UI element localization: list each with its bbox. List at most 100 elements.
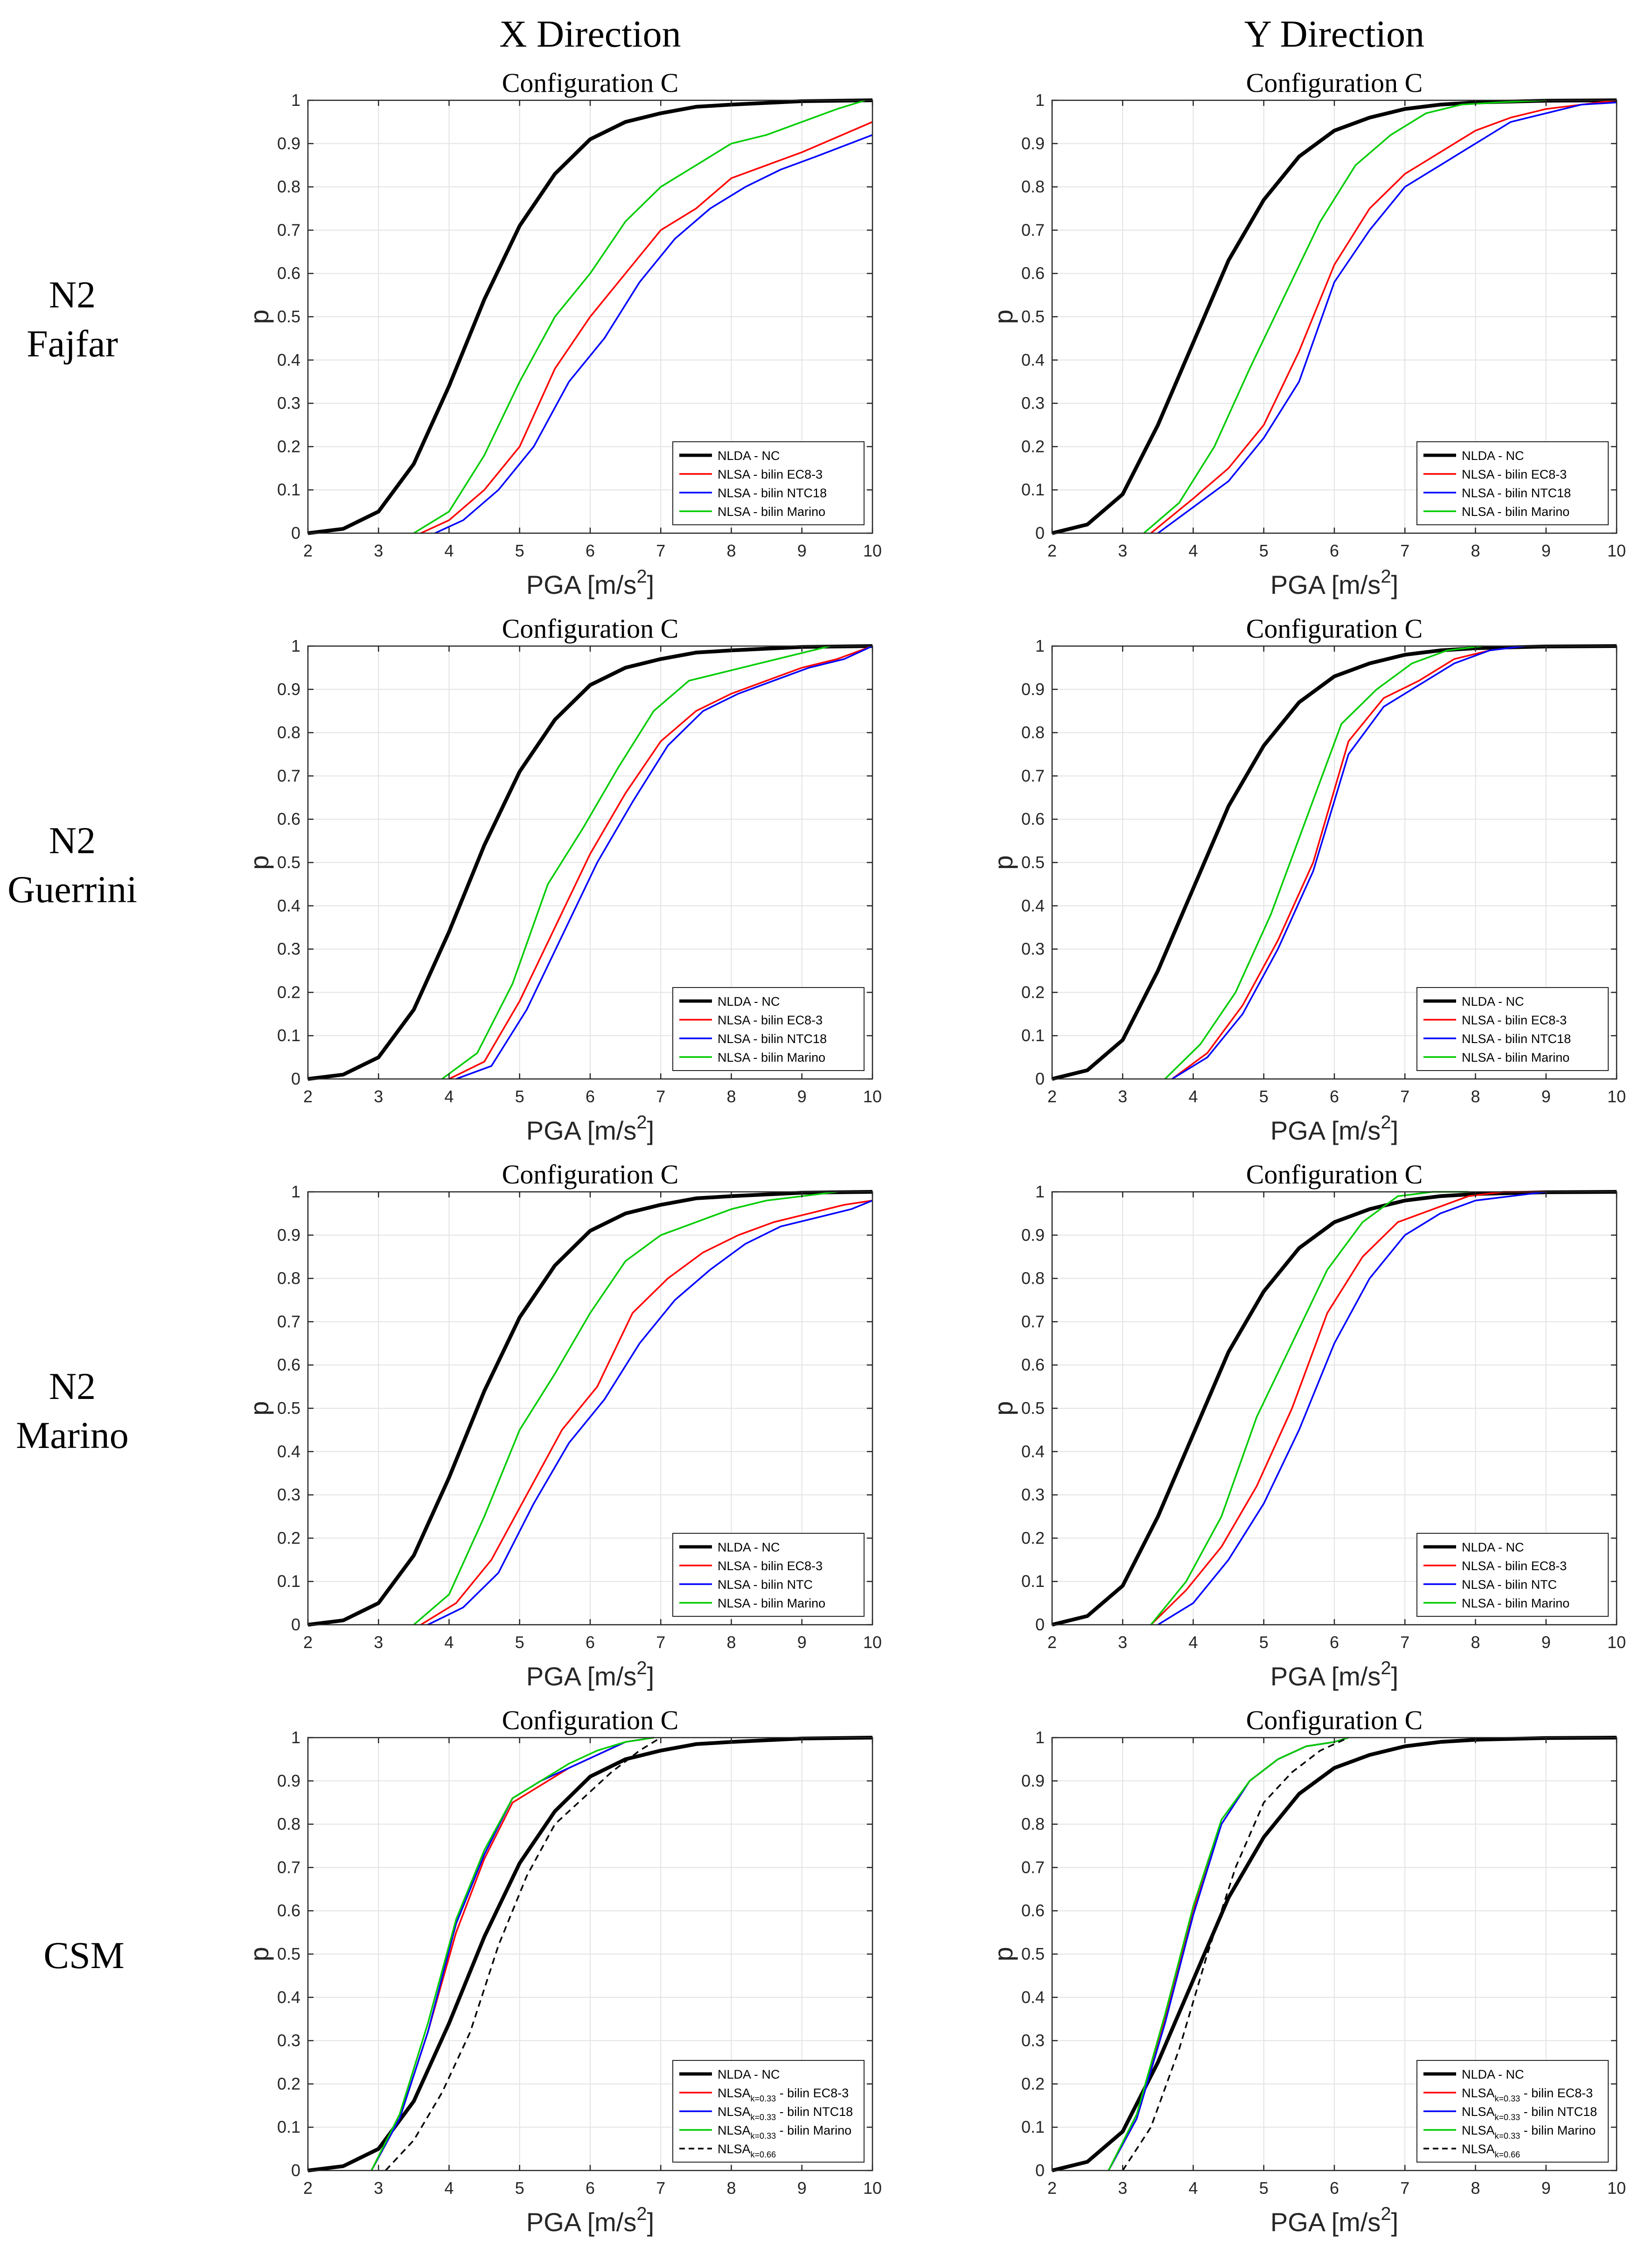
chart-panel-r4c2: Configuration C 2 3 4 5 6 7 8 9 10 0 0.1 0.2 0.3 0.4 0.… <box>989 1705 1626 2237</box>
x-tick-label: 7 <box>1400 2178 1409 2198</box>
legend-label: NLDA - NC <box>1462 1540 1524 1554</box>
legend-label: NLSAk=0.33 - bilin NTC18 <box>1462 2105 1597 2122</box>
y-tick-label: 0 <box>1035 1615 1045 1634</box>
x-tick-label: 5 <box>515 1633 524 1652</box>
legend: NLDA - NC NLSAk=0.33 - bilin EC8-3 NLSAk=0… <box>672 2060 865 2163</box>
x-tick-label: 5 <box>1259 541 1269 560</box>
x-tick-label: 10 <box>863 1087 882 1106</box>
y-tick-label: 0.3 <box>277 1485 300 1504</box>
x-tick-label: 3 <box>374 1633 383 1652</box>
chart-panel-r4c1: Configuration C 2 3 4 5 6 7 8 9 10 0 0.1 0.2 0.3 0.4 0.… <box>244 1705 882 2237</box>
x-tick-label: 2 <box>303 1087 313 1106</box>
y-axis-label: p <box>244 309 274 324</box>
x-tick-label: 8 <box>1471 2178 1480 2198</box>
y-tick-label: 0.8 <box>1021 1269 1045 1288</box>
x-tick-label: 4 <box>1188 2178 1198 2198</box>
legend-label: NLSAk=0.33 - bilin Marino <box>718 2123 851 2141</box>
y-tick-label: 0.3 <box>277 939 300 959</box>
y-axis-label: p <box>244 1401 274 1415</box>
y-tick-label: 1 <box>291 636 300 655</box>
x-tick-label: 8 <box>726 1087 736 1106</box>
y-tick-label: 0.1 <box>1021 1026 1045 1045</box>
legend-label: NLDA - NC <box>718 2067 780 2081</box>
x-tick-label: 9 <box>797 2178 807 2198</box>
legend-label: NLSA - bilin EC8-3 <box>1462 1013 1567 1027</box>
legend-label: NLDA - NC <box>1462 449 1524 463</box>
series-line-5 <box>1122 1737 1349 2171</box>
x-tick-label: 8 <box>1471 1633 1480 1652</box>
x-tick-label: 4 <box>1188 1087 1198 1106</box>
y-tick-label: 0.9 <box>277 134 300 153</box>
series-line-3 <box>455 645 873 1080</box>
chart-title: Configuration C <box>1246 613 1423 644</box>
y-tick-label: 0.1 <box>277 480 300 499</box>
x-tick-label: 7 <box>1400 1633 1409 1652</box>
y-tick-label: 0.5 <box>1021 853 1045 872</box>
chart-title: Configuration C <box>502 613 679 644</box>
legend-label: NLSAk=0.33 - bilin Marino <box>1462 2123 1596 2141</box>
x-axis-label: PGA [m/s2] <box>1270 1112 1398 1145</box>
y-tick-label: 0.4 <box>1021 350 1045 369</box>
legend-label: NLSA - bilin EC8-3 <box>1462 1559 1567 1573</box>
series-line-3 <box>1157 1191 1547 1626</box>
x-tick-label: 7 <box>656 2178 665 2198</box>
legend-label: NLSA - bilin NTC18 <box>1462 486 1571 500</box>
x-tick-label: 4 <box>444 1087 453 1106</box>
x-tick-label: 6 <box>1330 1633 1339 1652</box>
x-tick-label: 7 <box>656 541 665 560</box>
y-tick-label: 0.1 <box>277 1026 300 1045</box>
row-header-1-line2: Fajfar <box>27 322 118 365</box>
y-tick-label: 0.8 <box>277 1269 300 1288</box>
y-tick-label: 0.2 <box>1021 1528 1045 1547</box>
x-tick-label: 5 <box>1259 1087 1269 1106</box>
y-axis-label: p <box>989 1947 1018 1961</box>
x-tick-label: 7 <box>656 1087 665 1106</box>
chart-title: Configuration C <box>502 1159 679 1190</box>
chart-panel-r2c2: Configuration C 2 3 4 5 6 7 8 9 10 0 0.1 0.2 0.3 0.4 0.… <box>989 613 1626 1145</box>
x-tick-label: 7 <box>1400 541 1409 560</box>
y-tick-label: 0.5 <box>1021 307 1045 326</box>
y-axis-label: p <box>244 855 274 870</box>
y-tick-label: 0.9 <box>1021 1225 1045 1245</box>
x-tick-label: 2 <box>1047 541 1057 560</box>
legend-label: NLSA - bilin Marino <box>718 1596 825 1610</box>
x-axis-label: PGA [m/s2] <box>1270 2204 1398 2237</box>
series-line-1 <box>1052 1736 1617 2172</box>
chart-title: Configuration C <box>1246 1159 1423 1190</box>
y-tick-label: 0.7 <box>1021 1312 1045 1331</box>
x-tick-label: 3 <box>374 1087 383 1106</box>
legend-label: NLDA - NC <box>718 995 780 1009</box>
x-tick-label: 10 <box>863 1633 882 1652</box>
x-tick-label: 5 <box>1259 1633 1269 1652</box>
y-tick-label: 0.2 <box>1021 437 1045 456</box>
series-line-1 <box>307 644 873 1081</box>
legend-label: NLSA - bilin Marino <box>1462 505 1569 519</box>
y-tick-label: 0.6 <box>1021 264 1045 283</box>
x-tick-label: 10 <box>863 2178 882 2198</box>
series-line-3 <box>427 1199 873 1626</box>
series-line-1 <box>307 1190 873 1627</box>
y-tick-label: 0.4 <box>1021 896 1045 915</box>
legend-label: NLDA - NC <box>1462 995 1524 1009</box>
legend: NLDA - NC NLSA - bilin EC8-3 NLSA - bilin … <box>672 441 865 525</box>
y-tick-label: 0.3 <box>1021 394 1045 413</box>
x-tick-label: 8 <box>726 1633 736 1652</box>
x-tick-label: 9 <box>1541 1087 1551 1106</box>
x-axis-label: PGA [m/s2] <box>526 2204 654 2237</box>
x-tick-label: 2 <box>1047 2178 1057 2198</box>
y-tick-label: 0.3 <box>277 2031 300 2050</box>
y-tick-label: 0.1 <box>277 2117 300 2136</box>
x-tick-label: 2 <box>303 1633 313 1652</box>
series-line-2 <box>448 645 873 1080</box>
legend-label: NLDA - NC <box>718 1540 780 1554</box>
y-tick-label: 0.7 <box>277 1858 300 1877</box>
y-tick-label: 1 <box>291 1182 300 1201</box>
x-tick-label: 8 <box>1471 541 1480 560</box>
y-tick-label: 0.5 <box>277 853 300 872</box>
x-tick-label: 10 <box>1607 1633 1626 1652</box>
y-tick-label: 0.3 <box>1021 939 1045 959</box>
x-tick-label: 6 <box>1330 2178 1339 2198</box>
y-tick-label: 0.4 <box>1021 1988 1045 2007</box>
legend-label: NLSA - bilin Marino <box>1462 1596 1569 1610</box>
x-tick-label: 9 <box>797 1087 807 1106</box>
